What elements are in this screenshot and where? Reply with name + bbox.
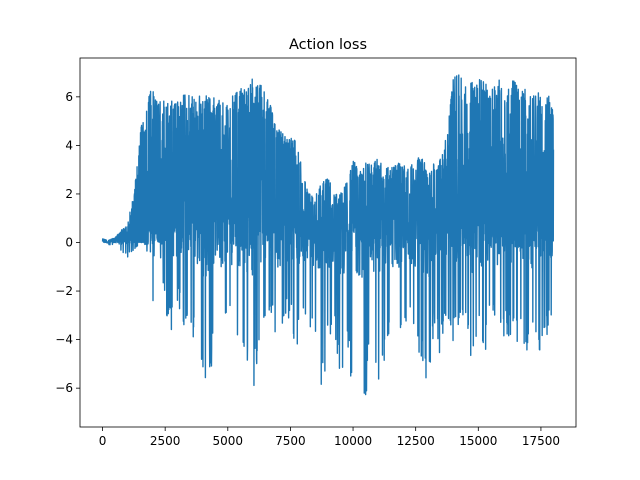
- y-tick-label: 4: [65, 138, 73, 152]
- x-tick-label: 17500: [522, 434, 560, 448]
- x-axis: 0 2500 5000 7500 10000 12500 15000 17500: [99, 427, 560, 448]
- x-tick-label: 7500: [275, 434, 306, 448]
- chart-title: Action loss: [289, 37, 367, 53]
- action-loss-line: [101, 74, 555, 396]
- y-tick-label: 0: [65, 236, 73, 250]
- y-tick-label: −4: [55, 333, 73, 347]
- x-tick-label: 2500: [150, 434, 181, 448]
- y-tick-label: −6: [55, 381, 73, 395]
- y-axis: −6 −4 −2 0 2 4 6: [55, 90, 80, 395]
- y-tick-label: −2: [55, 284, 73, 298]
- x-tick-label: 5000: [213, 434, 244, 448]
- x-tick-label: 0: [99, 434, 107, 448]
- y-tick-label: 6: [65, 90, 73, 104]
- x-tick-label: 10000: [334, 434, 372, 448]
- x-tick-label: 15000: [459, 434, 497, 448]
- series-layer: [101, 74, 555, 396]
- y-tick-label: 2: [65, 187, 73, 201]
- x-tick-label: 12500: [397, 434, 435, 448]
